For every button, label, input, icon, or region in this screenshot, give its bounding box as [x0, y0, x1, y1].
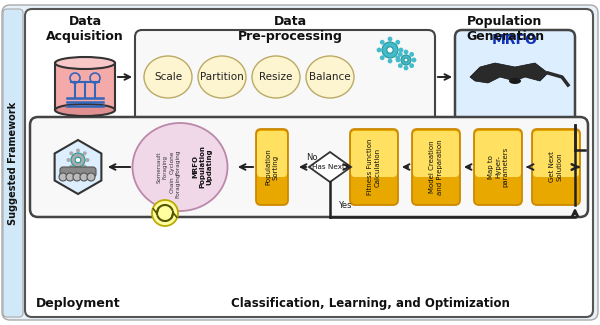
Circle shape	[377, 47, 382, 52]
Text: Fitness Function
Calculation: Fitness Function Calculation	[367, 139, 381, 195]
FancyBboxPatch shape	[413, 131, 459, 177]
Circle shape	[69, 165, 73, 169]
Circle shape	[387, 47, 393, 53]
Circle shape	[395, 58, 400, 62]
Text: Has Next?: Has Next?	[311, 164, 349, 170]
Ellipse shape	[133, 123, 227, 211]
Bar	[55, 63, 115, 110]
Circle shape	[382, 42, 398, 58]
Circle shape	[80, 173, 88, 181]
Circle shape	[398, 52, 403, 57]
Ellipse shape	[252, 56, 300, 98]
Circle shape	[388, 37, 392, 41]
Circle shape	[409, 63, 414, 68]
Circle shape	[76, 167, 80, 172]
Ellipse shape	[144, 56, 192, 98]
FancyBboxPatch shape	[350, 129, 398, 205]
Polygon shape	[55, 140, 101, 194]
Circle shape	[404, 58, 408, 62]
Text: Partition: Partition	[200, 72, 244, 82]
FancyBboxPatch shape	[25, 9, 593, 317]
Circle shape	[401, 55, 411, 65]
Ellipse shape	[509, 78, 521, 84]
Circle shape	[76, 149, 80, 152]
Text: Scale: Scale	[154, 72, 182, 82]
Polygon shape	[470, 63, 548, 83]
Circle shape	[404, 50, 409, 54]
Text: Population
Sorting: Population Sorting	[265, 149, 278, 185]
Text: MRFO
Population
Updating: MRFO Population Updating	[192, 146, 212, 188]
Text: MRFO: MRFO	[492, 33, 538, 47]
Ellipse shape	[55, 104, 115, 116]
Circle shape	[152, 200, 178, 226]
Text: Classification, Learning, and Optimization: Classification, Learning, and Optimizati…	[230, 296, 509, 309]
FancyBboxPatch shape	[533, 131, 579, 177]
Text: Model Creation
and Preparation: Model Creation and Preparation	[429, 139, 443, 195]
Circle shape	[388, 58, 392, 63]
Ellipse shape	[55, 57, 115, 69]
Circle shape	[398, 63, 403, 68]
Text: Data
Acquisition: Data Acquisition	[46, 15, 124, 43]
Text: Somersault
Foraging: Somersault Foraging	[157, 151, 167, 183]
FancyBboxPatch shape	[256, 129, 288, 205]
Circle shape	[59, 173, 67, 181]
Circle shape	[83, 165, 87, 169]
FancyBboxPatch shape	[455, 30, 575, 125]
Circle shape	[412, 58, 416, 62]
Text: Yes: Yes	[338, 201, 352, 210]
Text: Get Next
Solution: Get Next Solution	[549, 151, 563, 182]
Text: No: No	[306, 153, 318, 162]
FancyBboxPatch shape	[532, 129, 580, 205]
Circle shape	[66, 173, 74, 181]
Circle shape	[86, 158, 89, 162]
Circle shape	[395, 40, 400, 45]
Circle shape	[87, 173, 95, 181]
FancyBboxPatch shape	[30, 117, 588, 217]
Ellipse shape	[198, 56, 246, 98]
Text: Resize: Resize	[259, 72, 293, 82]
Text: Deployment: Deployment	[35, 296, 121, 309]
Circle shape	[409, 52, 414, 57]
Circle shape	[73, 173, 81, 181]
Text: Balance: Balance	[309, 72, 351, 82]
FancyBboxPatch shape	[3, 9, 23, 317]
Circle shape	[380, 55, 385, 60]
Text: Map to
Hyper-
parameters: Map to Hyper- parameters	[487, 147, 509, 187]
FancyBboxPatch shape	[60, 167, 96, 177]
Circle shape	[75, 157, 81, 163]
Circle shape	[380, 40, 385, 45]
Circle shape	[67, 158, 71, 162]
Polygon shape	[309, 152, 351, 182]
Text: Suggested Framework: Suggested Framework	[8, 101, 18, 225]
Text: Population
Generation: Population Generation	[466, 15, 544, 43]
FancyBboxPatch shape	[2, 5, 598, 320]
Circle shape	[69, 151, 73, 155]
FancyBboxPatch shape	[257, 131, 287, 177]
FancyBboxPatch shape	[412, 129, 460, 205]
Circle shape	[398, 47, 403, 52]
Text: Chain
Foraging: Chain Foraging	[170, 172, 181, 198]
FancyBboxPatch shape	[351, 131, 397, 177]
FancyBboxPatch shape	[474, 129, 522, 205]
FancyBboxPatch shape	[475, 131, 521, 177]
Ellipse shape	[306, 56, 354, 98]
Text: Data
Pre-processing: Data Pre-processing	[238, 15, 343, 43]
FancyBboxPatch shape	[135, 30, 435, 125]
Circle shape	[395, 55, 400, 60]
Circle shape	[404, 66, 409, 71]
Circle shape	[71, 153, 85, 167]
Circle shape	[83, 151, 87, 155]
Text: Cyclone
Foraging: Cyclone Foraging	[170, 149, 181, 175]
